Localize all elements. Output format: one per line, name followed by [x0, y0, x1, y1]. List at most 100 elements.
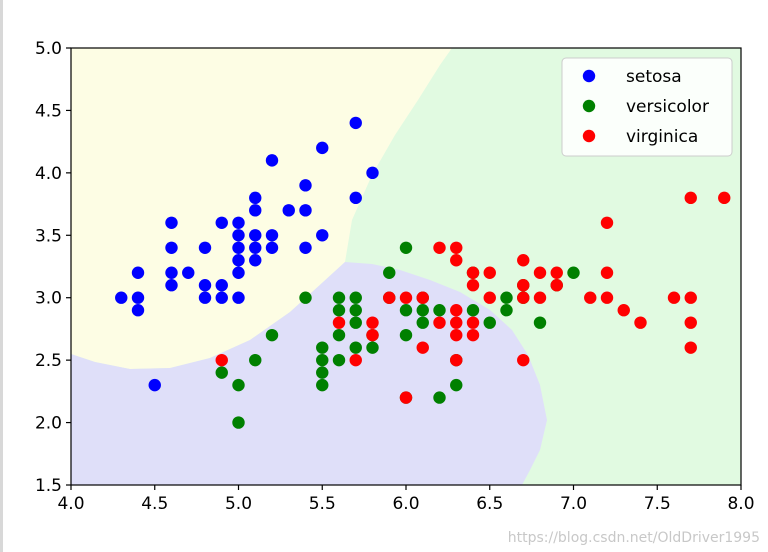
- point-setosa: [249, 254, 262, 267]
- point-setosa: [249, 204, 262, 217]
- point-setosa: [316, 141, 329, 155]
- point-virginica: [399, 391, 413, 404]
- point-setosa: [165, 266, 178, 279]
- point-virginica: [450, 353, 463, 367]
- point-versicolor: [316, 378, 329, 392]
- y-tick-label: 4.5: [35, 101, 62, 121]
- point-virginica: [366, 316, 379, 329]
- point-virginica: [466, 279, 480, 292]
- y-tick-label: 2.0: [35, 414, 62, 434]
- point-virginica: [684, 341, 697, 354]
- point-setosa: [198, 291, 212, 304]
- point-setosa: [282, 204, 295, 217]
- point-virginica: [483, 291, 496, 304]
- point-virginica: [433, 316, 446, 329]
- point-setosa: [265, 241, 279, 254]
- legend-label-versicolor: versicolor: [626, 97, 709, 117]
- point-versicolor: [466, 304, 480, 317]
- point-virginica: [533, 266, 547, 279]
- y-tick-label: 5.0: [35, 39, 62, 59]
- point-versicolor: [265, 328, 279, 342]
- point-virginica: [600, 216, 614, 229]
- point-versicolor: [349, 291, 362, 304]
- point-virginica: [450, 254, 463, 267]
- point-setosa: [249, 241, 262, 254]
- point-virginica: [450, 328, 463, 342]
- point-versicolor: [232, 378, 245, 392]
- point-virginica: [550, 266, 563, 279]
- point-virginica: [517, 254, 530, 267]
- point-setosa: [131, 291, 145, 304]
- point-virginica: [483, 266, 496, 279]
- x-tick-label: 6.5: [476, 494, 503, 514]
- point-virginica: [600, 266, 614, 279]
- point-versicolor: [349, 341, 362, 354]
- point-virginica: [584, 291, 597, 304]
- point-versicolor: [332, 291, 346, 304]
- legend: setosa versicolor virginica: [561, 57, 733, 157]
- point-setosa: [131, 304, 145, 317]
- point-versicolor: [332, 328, 346, 342]
- point-setosa: [165, 216, 178, 229]
- y-axis-ticks: 1.5 2.0 2.5 3.0 3.5 4.0 4.5 5.0: [35, 39, 71, 496]
- x-tick-label: 7.0: [560, 494, 587, 514]
- point-setosa: [232, 266, 245, 279]
- legend-label-setosa: setosa: [626, 67, 682, 87]
- point-setosa: [249, 229, 262, 242]
- y-tick-label: 2.5: [35, 351, 62, 371]
- legend-marker-virginica: [582, 129, 596, 143]
- point-virginica: [416, 341, 429, 354]
- point-setosa: [366, 166, 379, 180]
- point-setosa: [131, 266, 145, 279]
- point-versicolor: [500, 304, 513, 317]
- point-virginica: [634, 316, 647, 329]
- point-versicolor: [366, 341, 379, 354]
- y-tick-label: 1.5: [35, 476, 62, 496]
- legend-marker-setosa: [582, 69, 596, 83]
- point-virginica: [684, 316, 697, 329]
- x-tick-label: 5.5: [309, 494, 336, 514]
- point-setosa: [299, 179, 312, 192]
- point-setosa: [215, 216, 228, 229]
- x-tick-label: 6.0: [392, 494, 419, 514]
- point-setosa: [232, 216, 245, 229]
- point-versicolor: [399, 241, 413, 254]
- point-virginica: [517, 291, 530, 304]
- point-setosa: [299, 204, 312, 217]
- point-virginica: [667, 291, 681, 304]
- point-setosa: [148, 378, 161, 392]
- point-virginica: [466, 328, 480, 342]
- y-tick-label: 3.0: [35, 289, 62, 309]
- x-tick-label: 5.0: [225, 494, 252, 514]
- point-virginica: [416, 291, 429, 304]
- point-virginica: [533, 291, 547, 304]
- watermark-text: https://blog.csdn.net/OldDriver1995: [507, 530, 760, 546]
- point-virginica: [517, 353, 530, 367]
- point-setosa: [198, 279, 212, 292]
- legend-box: [561, 57, 733, 157]
- point-versicolor: [483, 316, 496, 329]
- point-versicolor: [500, 291, 513, 304]
- legend-marker-versicolor: [582, 99, 596, 113]
- point-versicolor: [332, 353, 346, 367]
- point-versicolor: [433, 304, 446, 317]
- point-virginica: [366, 328, 379, 342]
- point-versicolor: [383, 266, 396, 279]
- point-versicolor: [416, 304, 429, 317]
- point-setosa: [232, 241, 245, 254]
- point-versicolor: [349, 316, 362, 329]
- point-virginica: [450, 316, 463, 329]
- point-virginica: [718, 191, 731, 205]
- point-virginica: [550, 279, 563, 292]
- point-versicolor: [399, 304, 413, 317]
- point-virginica: [617, 304, 630, 317]
- point-versicolor: [349, 304, 362, 317]
- point-virginica: [684, 191, 697, 205]
- point-versicolor: [232, 416, 245, 429]
- point-setosa: [215, 291, 228, 304]
- point-virginica: [433, 241, 446, 254]
- point-setosa: [249, 191, 262, 205]
- point-setosa: [265, 154, 279, 167]
- point-setosa: [215, 279, 228, 292]
